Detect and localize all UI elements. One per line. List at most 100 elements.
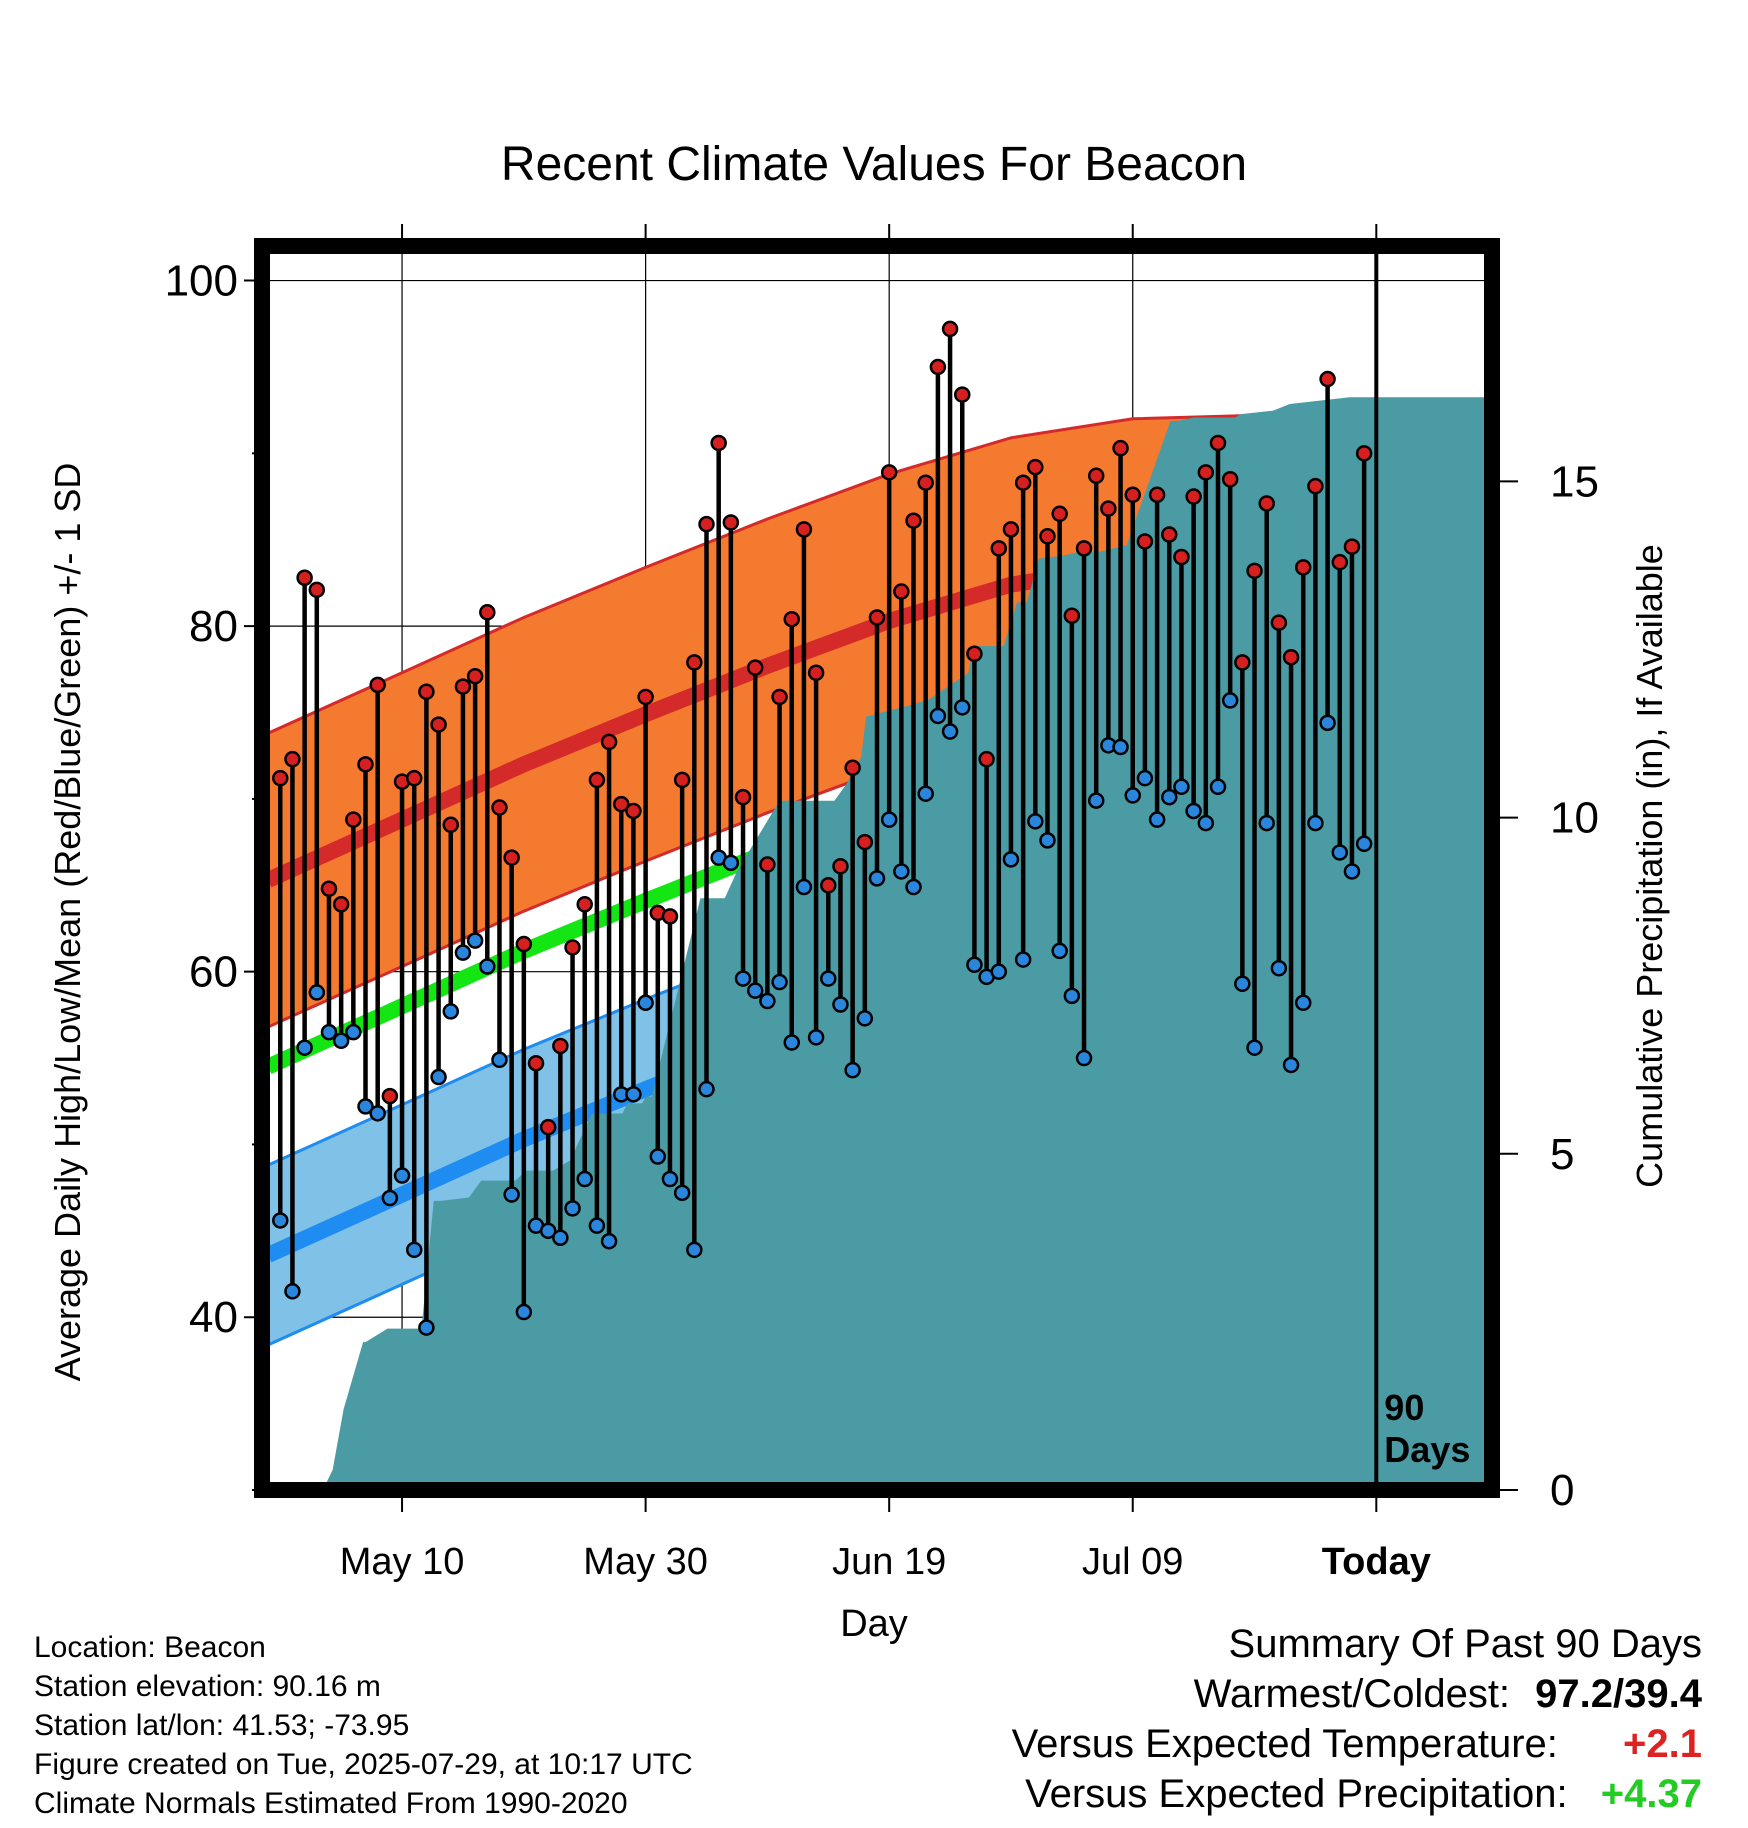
daily-low-point (649, 1148, 667, 1165)
daily-high-point (539, 1118, 557, 1136)
daily-high-point (686, 654, 703, 671)
daily-low-point (844, 1061, 861, 1079)
y2-tick-label: 10 (1550, 794, 1599, 843)
daily-high-point (1246, 562, 1263, 580)
daily-low-point (1173, 778, 1190, 796)
daily-low-point (941, 723, 959, 740)
daily-low-point (296, 1039, 313, 1056)
daily-low-point (820, 970, 837, 987)
daily-high-point (418, 683, 435, 701)
daily-high-point (1197, 464, 1215, 481)
summary-precipitation: Versus Expected Precipitation: +4.37 (1025, 1772, 1702, 1817)
daily-low-point (491, 1051, 508, 1069)
daily-low-point (953, 699, 971, 716)
daily-low-point (1234, 975, 1251, 993)
daily-low-point (625, 1086, 642, 1103)
daily-low-point (1246, 1039, 1263, 1056)
daily-high-point (357, 756, 374, 773)
daily-high-point (771, 688, 788, 706)
daily-high-point (296, 569, 313, 586)
daily-high-point (600, 733, 618, 751)
y-tick-label: 100 (165, 257, 238, 306)
daily-low-point (868, 870, 886, 887)
daily-high-point (1331, 553, 1349, 571)
daily-low-point (284, 1283, 301, 1300)
daily-points (272, 320, 1373, 1336)
daily-high-point (405, 769, 423, 787)
daily-high-point (1258, 495, 1275, 512)
daily-low-point (1319, 714, 1336, 732)
axes: 100 80 60 40 15 10 5 0 May 10 May 30 Jun 19 Jul 09 T… (165, 224, 1599, 1583)
daily-low-point (1161, 788, 1178, 806)
plot-area: 90 Days (262, 246, 1492, 1490)
daily-high-point (625, 802, 642, 820)
daily-high-point (673, 771, 691, 789)
daily-low-point (807, 1029, 825, 1046)
daily-high-point (1014, 474, 1032, 491)
temperature-label: Versus Expected Temperature: (1011, 1722, 1558, 1766)
daily-high-point (661, 908, 679, 925)
daily-low-point (1185, 802, 1202, 820)
daily-low-point (661, 1170, 679, 1188)
temperature-value: +2.1 (1623, 1722, 1702, 1766)
info-normals: Climate Normals Estimated From 1990-2020 (34, 1787, 628, 1820)
daily-low-point (552, 1229, 569, 1246)
daily-low-point (272, 1212, 289, 1229)
daily-low-point (357, 1098, 374, 1115)
daily-high-point (990, 540, 1008, 557)
daily-high-point (564, 939, 581, 956)
daily-high-point (454, 678, 472, 695)
y2-axis-label: Cumulative Precipitation (in), If Availa… (1629, 544, 1670, 1188)
daily-high-point (381, 1087, 399, 1105)
daily-high-point (430, 716, 447, 733)
daily-high-point (332, 896, 350, 913)
daily-low-point (515, 1303, 533, 1321)
daily-low-point (576, 1170, 593, 1188)
precipitation-value: +4.37 (1600, 1772, 1702, 1816)
daily-low-point (698, 1080, 715, 1098)
precip-area (280, 397, 1486, 1490)
daily-high-point (491, 799, 508, 816)
daily-high-point (844, 759, 861, 777)
daily-low-point (345, 1023, 362, 1041)
daily-high-point (442, 816, 460, 834)
daily-low-point (1258, 814, 1275, 832)
daily-high-point (1161, 526, 1178, 543)
daily-low-point (1294, 994, 1312, 1012)
daily-low-point (442, 1003, 460, 1020)
daily-high-point (856, 833, 874, 851)
today-marker-line: Days (1384, 1429, 1470, 1470)
daily-high-point (284, 750, 301, 768)
daily-low-point (759, 992, 776, 1010)
y2-tick-label: 0 (1550, 1466, 1574, 1515)
daily-low-point (600, 1232, 618, 1250)
daily-high-point (905, 512, 922, 529)
daily-low-point (832, 996, 849, 1013)
daily-high-point (479, 604, 496, 621)
daily-low-point (320, 1023, 338, 1041)
daily-high-point (1002, 521, 1020, 538)
summary-temperature: Versus Expected Temperature: +2.1 (1012, 1722, 1702, 1767)
daily-high-point (588, 771, 606, 789)
daily-high-point (320, 880, 338, 897)
daily-low-point (795, 878, 813, 896)
daily-high-point (1270, 614, 1288, 631)
warmest-coldest-label: Warmest/Coldest: (1193, 1672, 1511, 1716)
daily-high-point (1087, 467, 1105, 485)
daily-high-point (953, 386, 971, 403)
daily-high-point (308, 581, 326, 599)
daily-high-point (1173, 548, 1190, 566)
daily-low-point (917, 785, 934, 802)
daily-low-point (405, 1241, 423, 1259)
daily-high-point (1136, 533, 1154, 550)
daily-low-point (332, 1032, 350, 1050)
daily-low-point (1039, 832, 1056, 849)
daily-high-point (795, 521, 813, 538)
warmest-coldest-value: 97.2/39.4 (1535, 1672, 1702, 1716)
daily-low-point (771, 973, 788, 991)
daily-high-point (820, 877, 837, 894)
daily-high-point (868, 609, 886, 626)
daily-high-point (1039, 528, 1056, 545)
daily-high-point (832, 858, 849, 875)
daily-high-point (1355, 445, 1373, 462)
